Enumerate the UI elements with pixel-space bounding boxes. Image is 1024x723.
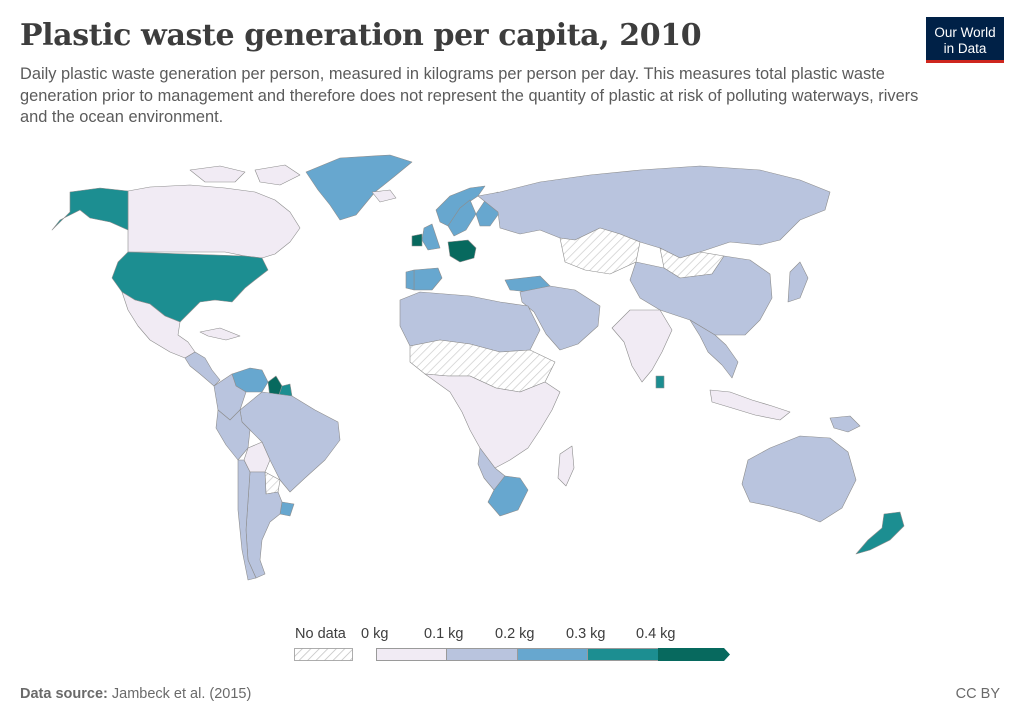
data-source-label: Data source: <box>20 686 108 702</box>
region-india[interactable] <box>611 309 673 383</box>
legend-no-data-label: No data <box>295 626 346 642</box>
region-central-america[interactable] <box>184 351 221 387</box>
region-germany[interactable] <box>447 239 477 263</box>
region-russia[interactable] <box>477 165 831 259</box>
region-brazil[interactable] <box>239 391 341 493</box>
world-map <box>51 154 905 581</box>
legend-bin-2 <box>517 648 587 661</box>
region-new-zealand[interactable] <box>855 511 905 555</box>
region-southeast-asia[interactable] <box>689 319 739 379</box>
legend-bin-4 <box>658 648 730 661</box>
license-link[interactable]: CC BY <box>955 686 1000 702</box>
legend-bin-0 <box>376 648 446 661</box>
region-kazakhstan[interactable] <box>559 227 641 275</box>
region-peru[interactable] <box>215 409 251 461</box>
region-alaska-united-states[interactable] <box>51 187 129 231</box>
region-spain[interactable] <box>413 267 443 291</box>
region-south-africa[interactable] <box>487 475 529 517</box>
legend-tick-0: 0 kg <box>361 626 389 642</box>
legend-tick-4: 0.4 kg <box>636 626 676 642</box>
region-madagascar[interactable] <box>557 445 575 487</box>
region-cuba[interactable] <box>199 327 241 341</box>
region-japan[interactable] <box>787 261 809 303</box>
region-canada[interactable] <box>127 164 301 259</box>
region-portugal[interactable] <box>405 269 415 291</box>
logo-line-2: in Data <box>943 40 987 56</box>
chart-title: Plastic waste generation per capita, 201… <box>20 18 702 53</box>
logo-line-1: Our World <box>934 25 996 40</box>
region-australia[interactable] <box>741 435 857 523</box>
region-papua-new-guinea[interactable] <box>829 415 861 433</box>
owid-logo[interactable]: Our World in Data <box>926 17 1004 63</box>
data-source: Data source: Jambeck et al. (2015) <box>20 686 251 702</box>
legend-no-data-swatch <box>294 648 353 661</box>
region-sri-lanka[interactable] <box>655 375 665 389</box>
legend-tick-3: 0.3 kg <box>566 626 606 642</box>
region-uruguay[interactable] <box>279 501 295 517</box>
legend-bin-1 <box>446 648 517 661</box>
region-chile[interactable] <box>237 459 257 581</box>
region-middle-east[interactable] <box>519 285 601 351</box>
region-united-kingdom[interactable] <box>421 223 441 251</box>
legend-bin-3 <box>587 648 658 661</box>
legend-tick-2: 0.2 kg <box>495 626 535 642</box>
region-ireland[interactable] <box>411 233 423 247</box>
data-source-value[interactable]: Jambeck et al. (2015) <box>111 686 252 702</box>
region-indonesia[interactable] <box>709 389 791 421</box>
region-central-africa[interactable] <box>424 373 561 469</box>
region-mexico[interactable] <box>121 291 196 359</box>
region-north-africa[interactable] <box>399 291 541 353</box>
chart-subtitle: Daily plastic waste generation per perso… <box>20 65 919 126</box>
region-china[interactable] <box>629 255 773 336</box>
region-greenland[interactable] <box>305 154 413 221</box>
legend-tick-1: 0.1 kg <box>424 626 464 642</box>
region-iceland[interactable] <box>371 189 397 203</box>
